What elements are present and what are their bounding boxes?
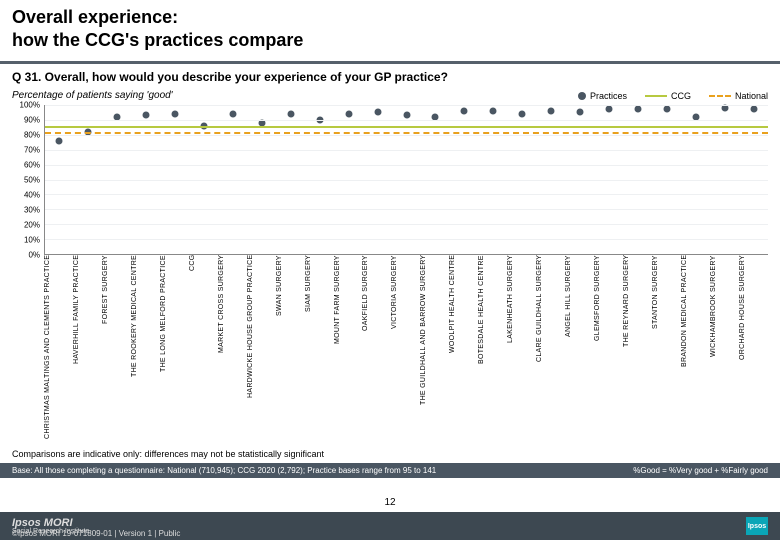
base-text: Base: All those completing a questionnai… bbox=[12, 466, 436, 475]
x-axis-label: WOOLPIT HEALTH CENTRE bbox=[449, 255, 478, 445]
footer: Ipsos MORI Social Research Institute ©Ip… bbox=[0, 512, 780, 540]
chart-area: 0%10%20%30%40%50%60%70%80%90%100% bbox=[12, 105, 768, 255]
x-axis-label: GLEMSFORD SURGERY bbox=[594, 255, 623, 445]
practice-point bbox=[519, 110, 526, 117]
legend-practices-marker bbox=[578, 92, 586, 100]
y-tick-label: 50% bbox=[24, 176, 40, 185]
practice-point bbox=[287, 110, 294, 117]
practice-point bbox=[345, 110, 352, 117]
x-axis-label: LAKENHEATH SURGERY bbox=[507, 255, 536, 445]
legend-ccg-label: CCG bbox=[671, 91, 691, 101]
legend-national: National bbox=[709, 91, 768, 101]
practice-point bbox=[634, 106, 641, 113]
practice-point bbox=[403, 112, 410, 119]
x-axis-label: BOTESDALE HEALTH CENTRE bbox=[478, 255, 507, 445]
x-axis-label: VICTORIA SURGERY bbox=[391, 255, 420, 445]
x-axis-label: THE LONG MELFORD PRACTICE bbox=[160, 255, 189, 445]
x-axis-label: WICKHAMBROOK SURGERY bbox=[710, 255, 739, 445]
gridline bbox=[45, 194, 768, 195]
plot-region bbox=[44, 105, 768, 255]
x-axis-label: BRANDON MEDICAL PRACTICE bbox=[681, 255, 710, 445]
y-tick-label: 80% bbox=[24, 131, 40, 140]
x-axis-label: THE REYNARD SURGERY bbox=[623, 255, 652, 445]
page-title: Overall experience: how the CCG's practi… bbox=[0, 0, 780, 59]
x-axis-label: HAVERHILL FAMILY PRACTICE bbox=[73, 255, 102, 445]
gridline bbox=[45, 105, 768, 106]
practice-point bbox=[374, 109, 381, 116]
y-tick-label: 20% bbox=[24, 221, 40, 230]
x-axis-label: MOUNT FARM SURGERY bbox=[334, 255, 363, 445]
x-axis-label: ANGEL HILL SURGERY bbox=[565, 255, 594, 445]
y-tick-label: 10% bbox=[24, 236, 40, 245]
y-axis: 0%10%20%30%40%50%60%70%80%90%100% bbox=[12, 105, 44, 255]
practice-point bbox=[143, 112, 150, 119]
x-axis-label: CHRISTMAS MALTINGS AND CLEMENTS PRACTICE bbox=[44, 255, 73, 445]
comparison-note: Comparisons are indicative only: differe… bbox=[0, 445, 780, 461]
subhead-row: Percentage of patients saying 'good' Pra… bbox=[0, 90, 780, 103]
title-line-2: how the CCG's practices compare bbox=[12, 30, 303, 50]
x-axis-label: MARKET CROSS SURGERY bbox=[218, 255, 247, 445]
ipsos-logo-icon: Ipsos bbox=[746, 517, 768, 535]
legend: Practices CCG National bbox=[578, 91, 768, 101]
x-axis-label: THE ROOKERY MEDICAL CENTRE bbox=[131, 255, 160, 445]
gridline bbox=[45, 209, 768, 210]
title-line-1: Overall experience: bbox=[12, 7, 178, 27]
y-tick-label: 100% bbox=[20, 101, 40, 110]
gridline bbox=[45, 239, 768, 240]
y-tick-label: 70% bbox=[24, 146, 40, 155]
y-tick-label: 90% bbox=[24, 116, 40, 125]
practice-point bbox=[229, 110, 236, 117]
practice-point bbox=[548, 107, 555, 114]
question-text: Q 31. Overall, how would you describe yo… bbox=[0, 68, 780, 90]
practice-point bbox=[490, 107, 497, 114]
gridline bbox=[45, 180, 768, 181]
x-axis-label: FOREST SURGERY bbox=[102, 255, 131, 445]
practice-point bbox=[663, 106, 670, 113]
national-reference-line bbox=[45, 132, 768, 134]
legend-practices: Practices bbox=[578, 91, 627, 101]
x-axis-label: SIAM SURGERY bbox=[305, 255, 334, 445]
title-divider bbox=[0, 61, 780, 64]
x-axis-labels: CHRISTMAS MALTINGS AND CLEMENTS PRACTICE… bbox=[44, 255, 768, 445]
chart-subtitle: Percentage of patients saying 'good' bbox=[12, 90, 173, 101]
practice-point bbox=[56, 137, 63, 144]
legend-ccg-marker bbox=[645, 95, 667, 97]
x-axis-label: ORCHARD HOUSE SURGERY bbox=[739, 255, 768, 445]
y-tick-label: 40% bbox=[24, 191, 40, 200]
x-axis-label: THE GUILDHALL AND BARROW SURGERY bbox=[420, 255, 449, 445]
x-axis-label: CLARE GUILDHALL SURGERY bbox=[536, 255, 565, 445]
legend-ccg: CCG bbox=[645, 91, 691, 101]
base-row: Base: All those completing a questionnai… bbox=[0, 463, 780, 478]
legend-national-label: National bbox=[735, 91, 768, 101]
gridline bbox=[45, 165, 768, 166]
page-number: 12 bbox=[384, 497, 395, 508]
gridline bbox=[45, 224, 768, 225]
y-tick-label: 30% bbox=[24, 206, 40, 215]
x-axis-label: SWAN SURGERY bbox=[276, 255, 305, 445]
gridline bbox=[45, 120, 768, 121]
legend-practices-label: Practices bbox=[590, 91, 627, 101]
x-axis-label: OAKFIELD SURGERY bbox=[362, 255, 391, 445]
x-axis-label: STANTON SURGERY bbox=[652, 255, 681, 445]
practice-point bbox=[605, 106, 612, 113]
x-axis-label: HARDWICKE HOUSE GROUP PRACTICE bbox=[247, 255, 276, 445]
practice-point bbox=[577, 109, 584, 116]
gridline bbox=[45, 135, 768, 136]
x-axis-label: CCG bbox=[189, 255, 218, 445]
practice-point bbox=[172, 110, 179, 117]
y-tick-label: 0% bbox=[28, 251, 40, 260]
good-definition: %Good = %Very good + %Fairly good bbox=[633, 466, 768, 475]
ccg-reference-line bbox=[45, 126, 768, 128]
footer-copyright: ©Ipsos MORI 19-071809-01 | Version 1 | P… bbox=[12, 529, 180, 538]
gridline bbox=[45, 150, 768, 151]
practice-point bbox=[750, 106, 757, 113]
legend-national-marker bbox=[709, 95, 731, 97]
practice-point bbox=[461, 107, 468, 114]
y-tick-label: 60% bbox=[24, 161, 40, 170]
